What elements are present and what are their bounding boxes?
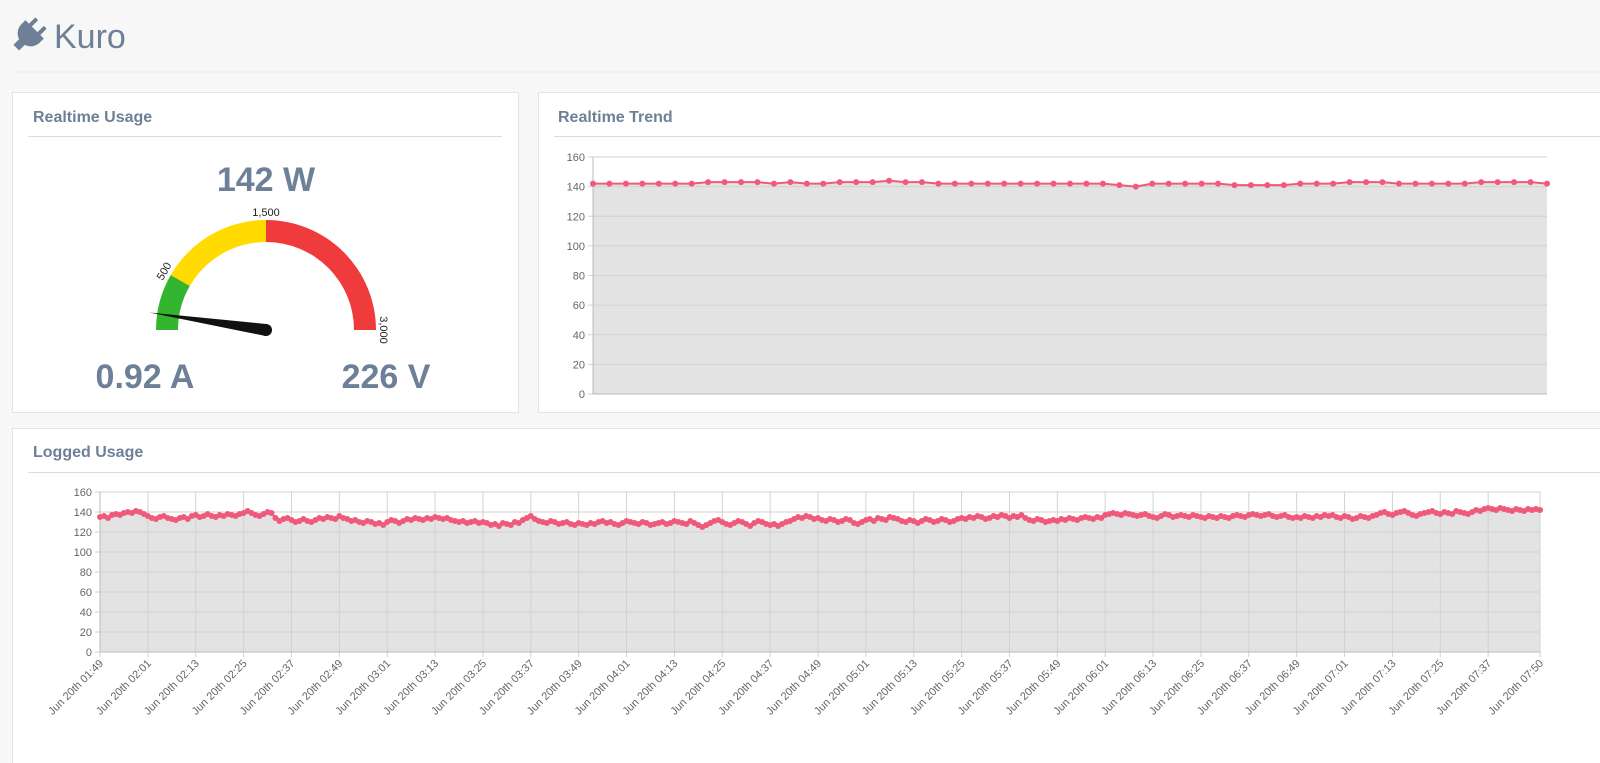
current-reading: 0.92 A: [96, 358, 195, 396]
point: [606, 180, 613, 187]
panel-title: Realtime Usage: [33, 109, 152, 126]
point: [672, 180, 679, 187]
point: [951, 180, 958, 187]
point: [1149, 180, 1156, 187]
point: [1478, 179, 1485, 186]
voltage-reading: 226 V: [342, 358, 431, 396]
power-reading: 142 W: [217, 161, 316, 199]
point: [1379, 179, 1386, 186]
point: [1099, 180, 1106, 187]
y-tick-label: 100: [74, 547, 92, 559]
y-tick-label: 160: [74, 487, 92, 499]
gauge-needle: [149, 312, 267, 336]
y-tick-label: 120: [567, 211, 585, 223]
point: [1215, 180, 1222, 187]
point: [1116, 182, 1123, 189]
gauge-hub: [260, 324, 272, 336]
point: [1050, 180, 1057, 187]
y-tick-label: 40: [80, 607, 92, 619]
y-tick-label: 40: [573, 330, 585, 342]
point: [803, 180, 810, 187]
point: [754, 179, 761, 186]
gauge-band: [170, 220, 266, 286]
point: [1165, 180, 1172, 187]
point: [721, 179, 728, 186]
point: [738, 179, 745, 186]
gauge-tick-label: 3,000: [377, 316, 389, 344]
y-tick-label: 120: [74, 527, 92, 539]
point: [655, 180, 662, 187]
point: [1132, 183, 1139, 190]
point: [1445, 180, 1452, 187]
gauge-band: [156, 275, 190, 330]
point: [1083, 180, 1090, 187]
point: [853, 179, 860, 186]
point: [770, 180, 777, 187]
point: [836, 179, 843, 186]
y-tick-label: 60: [573, 300, 585, 312]
point: [787, 179, 794, 186]
panel-title: Logged Usage: [33, 444, 143, 461]
point: [590, 180, 596, 187]
point: [984, 180, 991, 187]
panel-title: Realtime Trend: [558, 109, 673, 126]
point: [1395, 180, 1402, 187]
y-tick-label: 140: [567, 182, 585, 194]
point: [869, 179, 876, 186]
point: [1034, 180, 1041, 187]
y-tick-label: 140: [74, 507, 92, 519]
point: [1544, 180, 1550, 187]
app-title: Kuro: [54, 18, 126, 56]
gauge-tick-label: 1,500: [252, 207, 280, 219]
point: [639, 180, 646, 187]
point: [688, 180, 695, 187]
point: [935, 180, 942, 187]
point: [902, 179, 909, 186]
point: [1017, 180, 1024, 187]
point: [1280, 182, 1287, 189]
point: [968, 180, 975, 187]
plug-icon: [13, 17, 47, 51]
point: [1461, 180, 1468, 187]
point: [1494, 179, 1501, 186]
y-tick-label: 80: [573, 271, 585, 283]
point: [1313, 180, 1320, 187]
point: [1363, 179, 1370, 186]
point: [886, 177, 893, 184]
point: [1182, 180, 1189, 187]
usage-panel: [12, 92, 519, 413]
point: [1264, 182, 1271, 189]
point: [705, 179, 712, 186]
point: [1330, 180, 1337, 187]
point: [1412, 180, 1419, 187]
point: [1346, 179, 1353, 186]
point: [918, 179, 925, 186]
point: [1067, 180, 1073, 187]
point: [1527, 179, 1534, 186]
point: [1198, 180, 1205, 187]
y-tick-label: 20: [80, 627, 92, 639]
point: [1247, 182, 1254, 189]
point: [1297, 180, 1304, 187]
area: [593, 180, 1547, 394]
y-tick-label: 60: [80, 587, 92, 599]
y-tick-label: 0: [86, 647, 92, 659]
y-tick-label: 80: [80, 567, 92, 579]
area: [100, 508, 1540, 652]
point: [622, 180, 629, 187]
y-tick-label: 100: [567, 241, 585, 253]
y-tick-label: 0: [579, 389, 585, 401]
point: [1428, 180, 1435, 187]
gauge-band: [266, 220, 376, 330]
y-tick-label: 160: [567, 152, 585, 164]
point: [1537, 507, 1543, 513]
point: [1001, 180, 1008, 187]
y-tick-label: 20: [573, 359, 585, 371]
point: [820, 180, 827, 187]
point: [1511, 179, 1518, 186]
point: [268, 510, 275, 516]
point: [1231, 182, 1238, 189]
